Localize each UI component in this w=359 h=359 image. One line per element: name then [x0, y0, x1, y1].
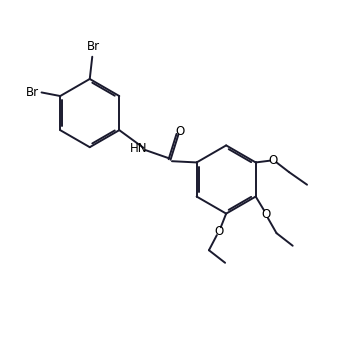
Text: HN: HN: [130, 143, 147, 155]
Text: Br: Br: [25, 86, 39, 99]
Text: O: O: [175, 125, 184, 137]
Text: Br: Br: [87, 40, 100, 53]
Text: O: O: [214, 225, 224, 238]
Text: O: O: [261, 208, 270, 221]
Text: O: O: [268, 154, 278, 167]
